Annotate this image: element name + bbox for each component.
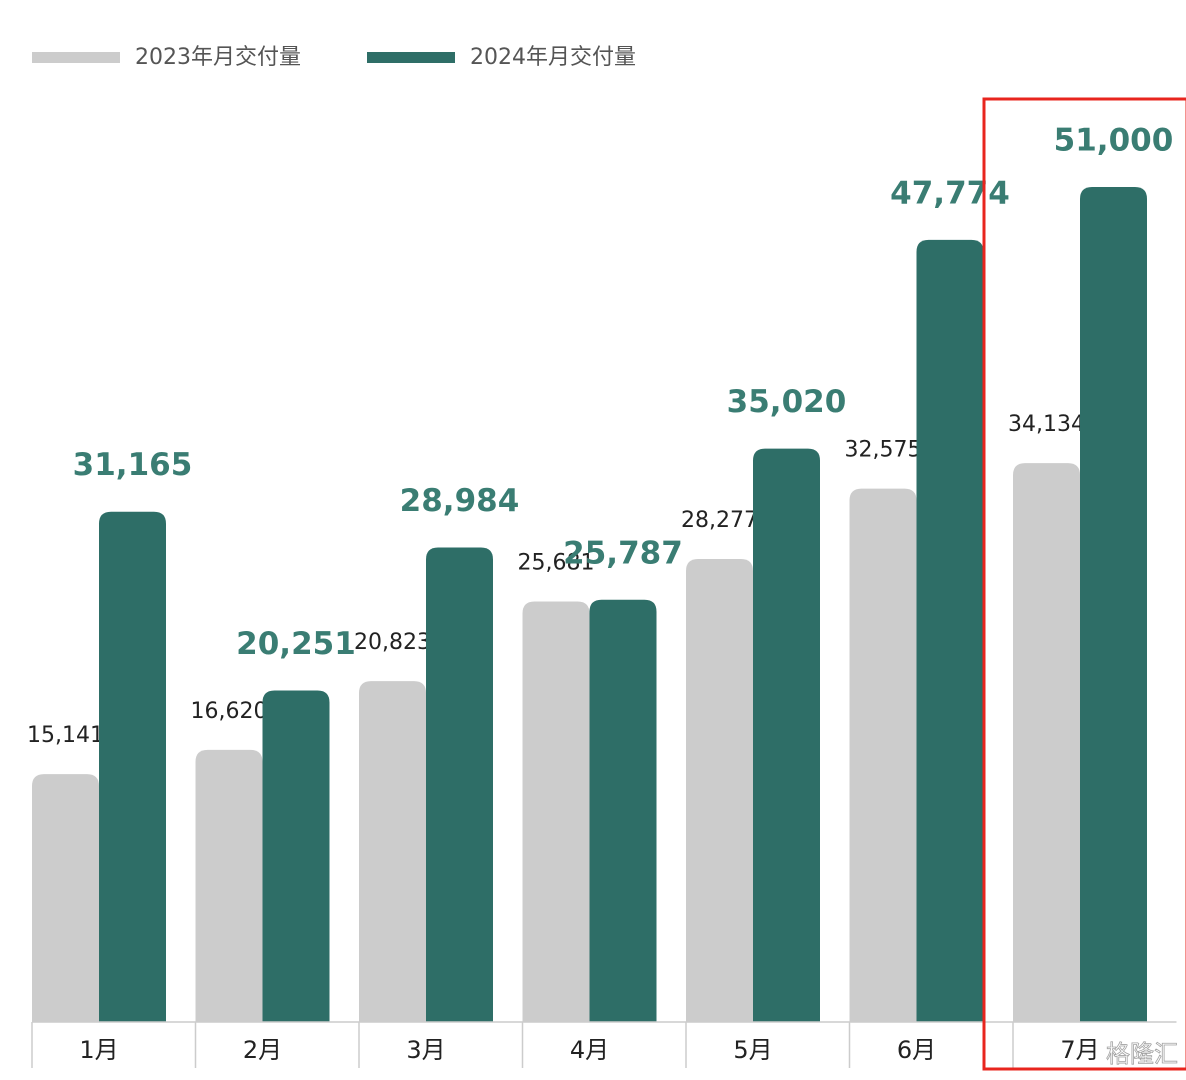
value-label: 51,000 xyxy=(1054,123,1174,159)
legend-swatch xyxy=(32,52,120,63)
value-label: 16,620 xyxy=(191,699,268,724)
value-label: 34,134 xyxy=(1008,412,1085,437)
value-label: 25,787 xyxy=(563,535,683,571)
legend-swatch xyxy=(367,52,455,63)
x-tick-label: 3月 xyxy=(406,1036,445,1064)
bar xyxy=(195,749,263,1022)
value-label: 20,823 xyxy=(354,630,431,655)
legend-label: 2023年月交付量 xyxy=(135,45,301,70)
bar xyxy=(753,448,820,1023)
value-label: 28,277 xyxy=(681,508,758,533)
bar xyxy=(426,547,493,1022)
x-tick-label: 2月 xyxy=(243,1036,282,1064)
legend-label: 2024年月交付量 xyxy=(470,45,636,70)
bar xyxy=(1080,187,1147,1022)
x-tick-label: 7月 xyxy=(1060,1036,1099,1064)
value-label: 28,984 xyxy=(400,483,520,519)
bar xyxy=(916,239,984,1022)
x-tick-label: 6月 xyxy=(897,1036,936,1064)
watermark: 格隆汇 xyxy=(1106,1040,1178,1068)
bar xyxy=(522,601,590,1022)
value-label: 47,774 xyxy=(890,175,1010,211)
bar xyxy=(32,774,99,1022)
value-label: 35,020 xyxy=(727,384,847,420)
bar xyxy=(686,559,753,1022)
bar xyxy=(99,511,166,1022)
x-tick-label: 4月 xyxy=(570,1036,609,1064)
bar xyxy=(262,690,330,1022)
value-label: 20,251 xyxy=(236,626,356,662)
bar xyxy=(359,681,426,1022)
bar xyxy=(849,488,917,1023)
value-label: 15,141 xyxy=(27,723,104,748)
x-tick-label: 5月 xyxy=(733,1036,772,1064)
value-label: 25,681 xyxy=(518,551,595,576)
highlight-box xyxy=(982,97,1186,1071)
value-label: 32,575 xyxy=(845,438,922,463)
bar xyxy=(1013,463,1080,1022)
value-label: 31,165 xyxy=(73,447,193,483)
bar xyxy=(589,599,657,1022)
x-tick-label: 1月 xyxy=(79,1036,118,1064)
